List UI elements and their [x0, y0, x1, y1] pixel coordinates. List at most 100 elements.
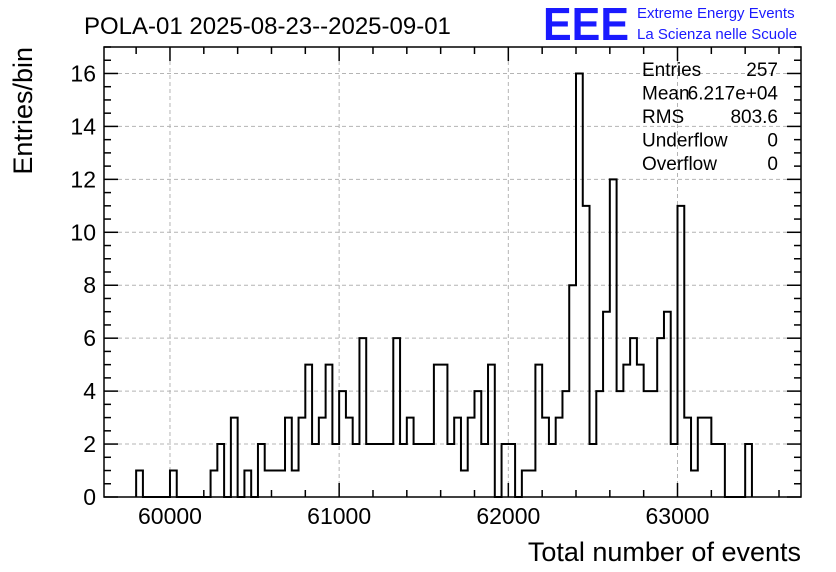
histogram-bin	[603, 312, 610, 497]
y-tick-label: 2	[83, 431, 96, 457]
histogram-bin	[711, 444, 718, 497]
histogram-bin	[414, 444, 421, 497]
histogram-bin	[366, 444, 373, 497]
histogram-bin	[373, 444, 380, 497]
histogram-bin	[623, 365, 630, 497]
histogram-bin	[427, 444, 434, 497]
eee-logo-mark: EEE	[543, 0, 629, 50]
histogram-bin	[617, 391, 624, 497]
axis-tick-labels: 60000 61000 62000 63000 0 2 4 6 8 10 12 14 16	[70, 60, 709, 529]
histogram-bin	[671, 444, 678, 497]
histogram-bin	[705, 418, 712, 497]
histogram-bin	[678, 206, 685, 497]
histogram-bin	[468, 418, 475, 497]
stat-label: RMS	[642, 107, 684, 128]
y-tick-label: 6	[83, 325, 96, 351]
histogram-bin	[590, 444, 597, 497]
stat-value: 257	[746, 60, 778, 81]
histogram-bin	[718, 444, 725, 497]
x-tick-label: 61000	[307, 503, 371, 529]
histogram-bin	[346, 418, 353, 497]
histogram-bin	[258, 444, 265, 497]
histogram-bin	[474, 391, 481, 497]
histogram-bin	[522, 471, 529, 497]
histogram-bin	[698, 418, 705, 497]
histogram-bin	[231, 418, 238, 497]
y-tick-label: 10	[70, 219, 96, 245]
histogram-bin	[326, 365, 333, 497]
y-tick-label: 12	[70, 166, 96, 192]
histogram-bin	[664, 312, 671, 497]
y-tick-label: 0	[83, 484, 96, 510]
y-tick-label: 4	[83, 378, 96, 404]
y-axis-label: Entries/bin	[8, 47, 38, 175]
histogram-bin	[583, 206, 590, 497]
histogram-bin	[610, 179, 617, 497]
histogram-bin	[508, 444, 515, 497]
histogram-bin	[420, 444, 427, 497]
histogram-bin	[745, 444, 752, 497]
x-tick-label: 63000	[646, 503, 710, 529]
histogram-bin	[312, 444, 319, 497]
y-tick-label: 14	[70, 113, 96, 139]
histogram-bin	[447, 444, 454, 497]
stat-value: 0	[767, 131, 778, 152]
histogram-bin	[387, 444, 394, 497]
histogram-bin	[170, 471, 177, 497]
histogram-bin	[339, 391, 346, 497]
histogram-bin	[576, 73, 583, 497]
histogram-bin	[271, 471, 278, 497]
histogram-bin	[136, 471, 143, 497]
stat-value: 6.217e+04	[688, 84, 779, 105]
histogram-bin	[535, 365, 542, 497]
histogram-bin	[502, 444, 509, 497]
logo-line-1: Extreme Energy Events	[637, 5, 795, 22]
histogram-bin	[400, 444, 407, 497]
histogram-bin	[299, 418, 306, 497]
histogram-bin	[353, 444, 360, 497]
histogram-bin	[461, 471, 468, 497]
chart-title: POLA-01 2025-08-23--2025-09-01	[84, 13, 451, 40]
histogram-outline	[135, 72, 753, 498]
stat-value: 803.6	[730, 107, 778, 128]
histogram-bin	[217, 444, 224, 497]
histogram-bin	[244, 471, 251, 497]
stat-label: Mean	[642, 84, 690, 105]
histogram-bin	[285, 418, 292, 497]
histogram-bin	[332, 444, 339, 497]
histogram-bin	[657, 338, 664, 497]
histogram-bin	[407, 418, 414, 497]
logo-line-2: La Scienza nelle Scuole	[637, 26, 797, 43]
histogram-bin	[650, 391, 657, 497]
histogram-bin	[637, 365, 644, 497]
histogram-bin	[644, 391, 651, 497]
stat-label: Entries	[642, 60, 701, 81]
histogram-bin	[556, 418, 563, 497]
histogram-bin	[454, 418, 461, 497]
histogram-bin	[434, 365, 441, 497]
histogram-bin	[630, 338, 637, 497]
x-axis-label: Total number of events	[528, 537, 801, 567]
histogram-bin	[569, 285, 576, 497]
histogram-bin	[359, 338, 366, 497]
histogram-bin	[596, 391, 603, 497]
histogram-bin	[305, 365, 312, 497]
x-tick-label: 60000	[138, 503, 202, 529]
y-tick-label: 16	[70, 60, 96, 86]
y-tick-label: 8	[83, 272, 96, 298]
histogram-bin	[542, 418, 549, 497]
stat-label: Overflow	[642, 154, 717, 175]
x-tick-label: 62000	[476, 503, 540, 529]
eee-logo: EEE Extreme Energy Events La Scienza nel…	[543, 0, 797, 50]
histogram-bin	[211, 471, 218, 497]
axis-ticks	[104, 46, 801, 498]
histogram-bin	[441, 365, 448, 497]
histogram-bin	[481, 444, 488, 497]
histogram-bin	[380, 444, 387, 497]
stat-value: 0	[767, 154, 778, 175]
histogram-bin	[488, 365, 495, 497]
stat-label: Underflow	[642, 131, 728, 152]
histogram-bin	[529, 471, 536, 497]
